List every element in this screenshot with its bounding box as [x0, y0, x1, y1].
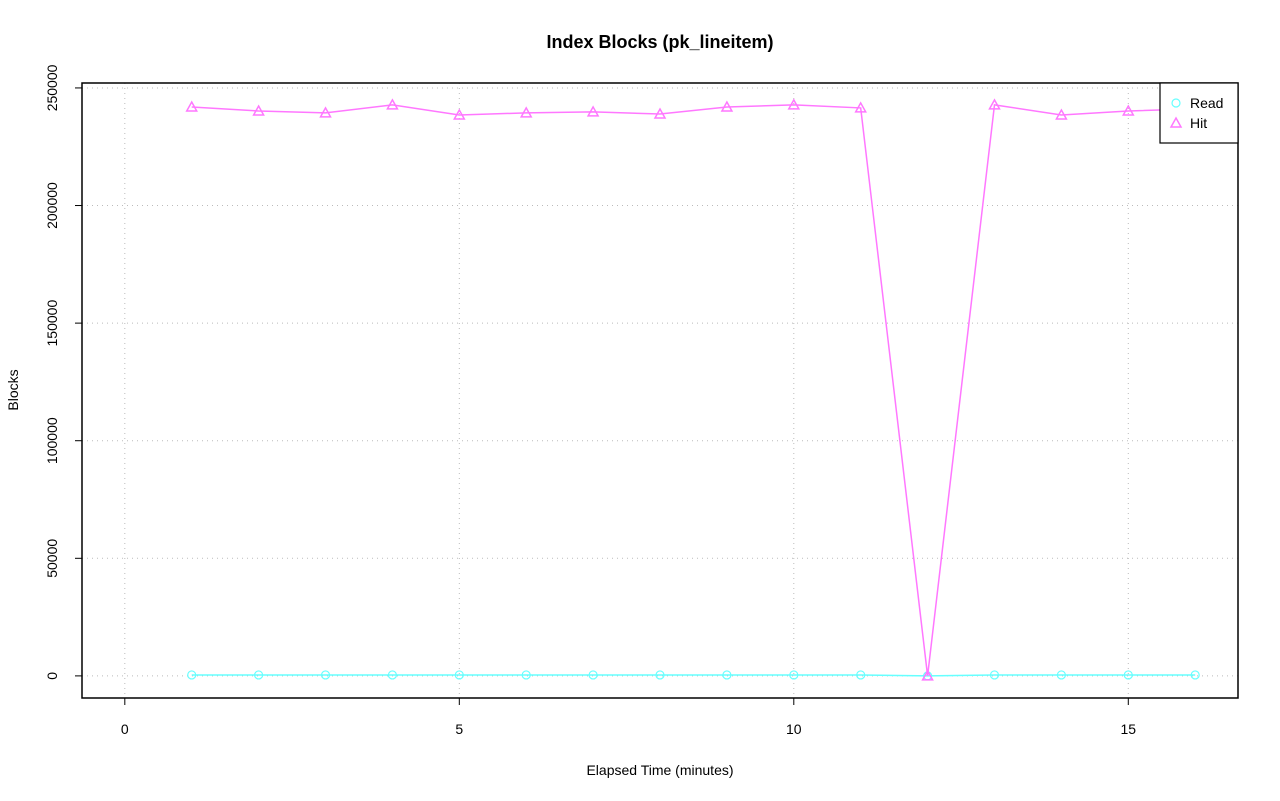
y-axis-label: Blocks [5, 369, 21, 410]
chart-title: Index Blocks (pk_lineitem) [546, 32, 773, 52]
x-tick-label: 15 [1120, 721, 1136, 737]
marker [454, 670, 464, 680]
marker [1190, 670, 1200, 680]
marker [519, 106, 533, 118]
marker [722, 670, 732, 680]
legend-label: Hit [1190, 115, 1207, 131]
marker [1123, 670, 1133, 680]
y-tick-label: 50000 [44, 539, 60, 578]
marker [1122, 104, 1135, 116]
marker [319, 106, 332, 118]
marker [720, 100, 734, 112]
marker [588, 670, 598, 680]
x-tick-label: 5 [455, 721, 463, 737]
legend-label: Read [1190, 95, 1223, 111]
marker [185, 100, 198, 112]
marker [988, 98, 1001, 110]
series-line [191, 104, 1196, 676]
marker [254, 670, 264, 680]
marker [655, 670, 665, 680]
marker [386, 98, 399, 110]
x-tick-label: 10 [786, 721, 802, 737]
marker [521, 670, 531, 680]
marker [586, 105, 600, 117]
marker [856, 670, 866, 680]
y-tick-label: 200000 [44, 182, 60, 229]
legend-box [1159, 82, 1239, 144]
marker [789, 670, 799, 680]
series-line [191, 674, 1196, 677]
y-tick-label: 150000 [44, 300, 60, 347]
x-axis-label: Elapsed Time (minutes) [586, 762, 733, 778]
y-tick-label: 0 [44, 672, 60, 680]
marker [320, 670, 331, 680]
marker [653, 107, 667, 119]
marker [252, 104, 265, 116]
y-tick-label: 250000 [44, 64, 60, 111]
marker [187, 670, 197, 680]
legend-marker [1169, 116, 1183, 128]
marker [1056, 670, 1066, 680]
marker [387, 670, 398, 680]
plot-frame [81, 82, 1239, 699]
legend-marker [1171, 98, 1181, 108]
marker [921, 669, 934, 681]
marker [453, 108, 466, 120]
marker [787, 98, 801, 110]
marker [989, 670, 1000, 680]
marker [854, 101, 867, 113]
marker [1055, 108, 1068, 120]
y-tick-label: 100000 [44, 417, 60, 464]
x-tick-label: 0 [121, 721, 129, 737]
